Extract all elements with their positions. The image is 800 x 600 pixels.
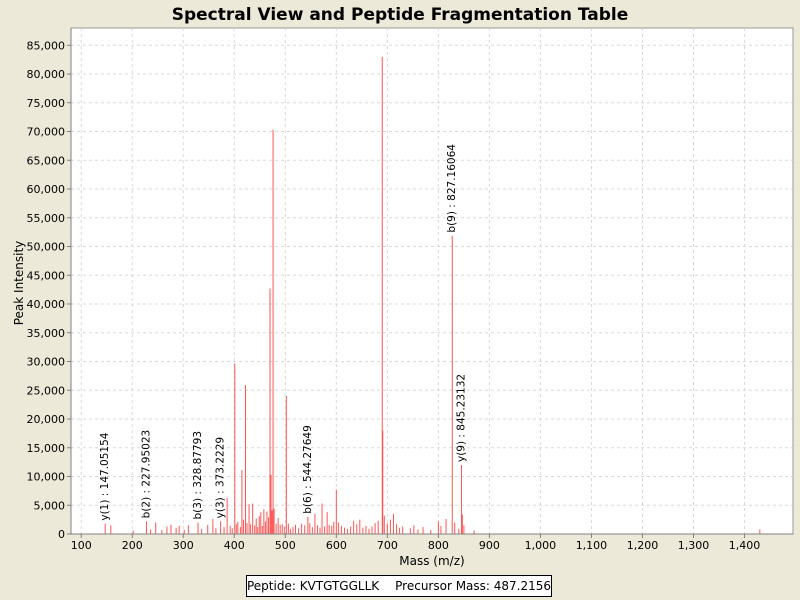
x-tick-label: 200 xyxy=(122,539,143,552)
x-tick-label: 900 xyxy=(479,539,500,552)
fragment-annotation: y(9) : 845.23132 xyxy=(455,374,467,462)
x-tick-label: 600 xyxy=(326,539,347,552)
fragment-annotation: b(6) : 544.27649 xyxy=(302,425,314,514)
x-tick-label: 400 xyxy=(224,539,245,552)
fragment-annotation: b(3) : 328.87793 xyxy=(192,431,204,520)
y-tick-label: 75,000 xyxy=(27,97,66,110)
chart-title: Spectral View and Peptide Fragmentation … xyxy=(172,5,629,25)
y-tick-label: 50,000 xyxy=(27,241,66,254)
fragment-annotation: b(2) : 227.95023 xyxy=(140,430,152,519)
y-tick-label: 40,000 xyxy=(27,298,66,311)
y-tick-label: 70,000 xyxy=(27,126,66,139)
y-tick-label: 35,000 xyxy=(27,327,66,340)
x-tick-label: 1,100 xyxy=(576,539,608,552)
y-tick-label: 20,000 xyxy=(27,413,66,426)
x-tick-label: 1,400 xyxy=(729,539,761,552)
fragment-annotation: y(1) : 147.05154 xyxy=(99,432,111,520)
y-tick-label: 25,000 xyxy=(27,384,66,397)
fragment-annotation: y(3) : 373.2229 xyxy=(215,437,227,518)
y-axis-label: Peak Intensity xyxy=(12,241,26,326)
y-tick-label: 0 xyxy=(58,528,65,541)
peptide-info-box: Peptide: KVTGTGGLLK Precursor Mass: 487.… xyxy=(246,575,552,597)
x-tick-label: 300 xyxy=(173,539,194,552)
peptide-label: Peptide: KVTGTGGLLK xyxy=(246,579,380,593)
x-axis-label: Mass (m/z) xyxy=(399,554,464,568)
grid xyxy=(71,28,793,535)
fragment-annotation: b(9) : 827.16064 xyxy=(446,144,458,233)
y-tick-label: 30,000 xyxy=(27,356,66,369)
y-tick-label: 15,000 xyxy=(27,442,66,455)
x-tick-label: 500 xyxy=(275,539,296,552)
x-tick-label: 1,300 xyxy=(678,539,710,552)
y-tick-label: 5,000 xyxy=(34,499,66,512)
peaks xyxy=(104,56,761,534)
x-tick-label: 800 xyxy=(428,539,449,552)
y-tick-label: 60,000 xyxy=(27,183,66,196)
x-tick-label: 100 xyxy=(71,539,92,552)
axes: 100 200 300 400 500 600 700 800 900 1,000 1,100 1,2… xyxy=(27,28,793,552)
x-tick-label: 1,000 xyxy=(525,539,557,552)
precursor-mass-label: Precursor Mass: 487.2156 xyxy=(395,579,552,593)
plot-background xyxy=(70,27,794,535)
y-tick-label: 45,000 xyxy=(27,269,66,282)
y-tick-label: 85,000 xyxy=(27,39,66,52)
y-tick-label: 80,000 xyxy=(27,68,66,81)
y-tick-label: 10,000 xyxy=(27,471,66,484)
fragment-annotations: y(1) : 147.05154 b(2) : 227.95023 b(3) : 3… xyxy=(99,144,467,521)
x-tick-label: 700 xyxy=(377,539,398,552)
x-tick-label: 1,200 xyxy=(627,539,659,552)
y-tick-label: 55,000 xyxy=(27,212,66,225)
y-tick-label: 65,000 xyxy=(27,154,66,167)
